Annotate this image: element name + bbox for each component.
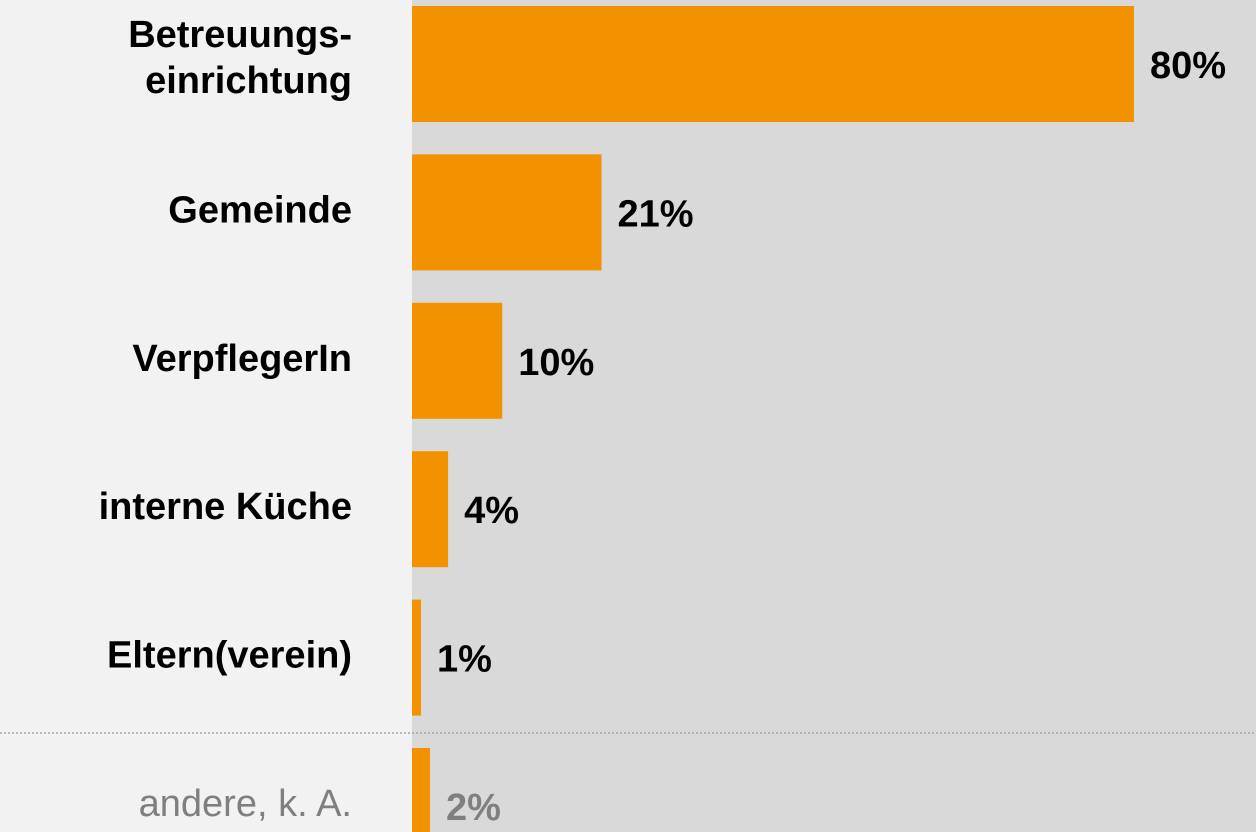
label-panel	[0, 0, 412, 832]
category-label: andere, k. A.	[139, 783, 352, 825]
bar	[412, 6, 1134, 122]
bar	[412, 154, 602, 271]
value-label: 10%	[518, 342, 594, 384]
category-label: Betreuungs-einrichtung	[128, 14, 352, 102]
bar	[412, 302, 503, 419]
category-label-line: einrichtung	[145, 60, 352, 102]
value-label: 2%	[446, 787, 501, 829]
bar	[412, 748, 431, 832]
category-label: Eltern(verein)	[107, 635, 352, 677]
bar	[412, 451, 449, 568]
category-label: interne Küche	[99, 486, 352, 528]
value-label: 80%	[1150, 45, 1226, 87]
value-label: 4%	[464, 490, 519, 532]
category-label: Gemeinde	[168, 189, 352, 231]
bar	[412, 599, 422, 716]
category-label-line: Betreuungs-	[128, 14, 352, 56]
value-label: 1%	[437, 639, 492, 681]
category-label: VerpflegerIn	[132, 338, 352, 380]
plot-panel	[412, 0, 1256, 832]
value-label: 21%	[618, 193, 694, 235]
